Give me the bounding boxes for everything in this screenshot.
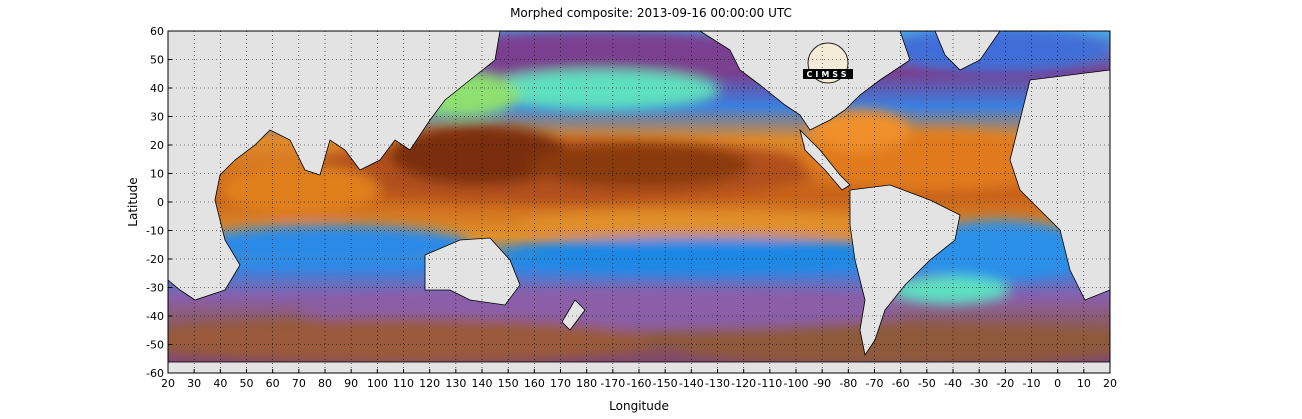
y-tick-label: 20 (150, 139, 164, 152)
x-tick-label: -80 (839, 377, 857, 390)
x-tick-label: 130 (445, 377, 466, 390)
y-tick-label: 40 (150, 82, 164, 95)
x-tick-label: -20 (996, 377, 1014, 390)
longitude-ticks: 20 30 40 50 60 70 80 90 100 110 120 130 140 150 160 170… (161, 369, 1117, 390)
y-tick-label: 10 (150, 168, 164, 181)
y-axis-label: Latitude (126, 177, 140, 226)
x-tick-label: 120 (419, 377, 440, 390)
x-tick-label: 90 (344, 377, 358, 390)
x-tick-label: 170 (550, 377, 571, 390)
y-tick-label: 50 (150, 54, 164, 67)
x-tick-label: -170 (600, 377, 625, 390)
x-tick-label: -100 (784, 377, 809, 390)
x-tick-label: 20 (1103, 377, 1117, 390)
y-tick-label: -40 (146, 310, 164, 323)
y-tick-label: 0 (157, 196, 164, 209)
x-tick-label: 110 (393, 377, 414, 390)
x-tick-label: -30 (970, 377, 988, 390)
y-tick-label: -10 (146, 225, 164, 238)
logo-text: CIMSS (807, 70, 850, 79)
x-tick-label: -110 (757, 377, 782, 390)
x-tick-label: 100 (367, 377, 388, 390)
x-tick-label: 0 (1054, 377, 1061, 390)
land-masses (168, 31, 1110, 373)
y-tick-label: 30 (150, 111, 164, 124)
y-tick-label: -20 (146, 253, 164, 266)
x-tick-label: 60 (266, 377, 280, 390)
x-tick-label: -160 (627, 377, 652, 390)
x-tick-label: 10 (1077, 377, 1091, 390)
x-tick-label: -130 (705, 377, 730, 390)
x-tick-label: -50 (918, 377, 936, 390)
x-tick-label: -40 (944, 377, 962, 390)
x-tick-label: -90 (813, 377, 831, 390)
cimss-logo: CIMSS (803, 42, 853, 84)
x-tick-label: 40 (213, 377, 227, 390)
x-axis-label: Longitude (609, 399, 669, 413)
x-tick-label: -140 (679, 377, 704, 390)
x-tick-label: 180 (576, 377, 597, 390)
x-tick-label: 80 (318, 377, 332, 390)
y-tick-label: -50 (146, 339, 164, 352)
x-tick-label: -10 (1023, 377, 1041, 390)
y-tick-label: -60 (146, 367, 164, 380)
x-tick-label: 150 (498, 377, 519, 390)
x-tick-label: -150 (653, 377, 678, 390)
y-tick-label: 60 (150, 25, 164, 38)
x-tick-label: -120 (731, 377, 756, 390)
x-tick-label: -60 (892, 377, 910, 390)
x-tick-label: 50 (240, 377, 254, 390)
x-tick-label: 30 (187, 377, 201, 390)
map-grid (168, 31, 1110, 373)
map-title: Morphed composite: 2013-09-16 00:00:00 U… (510, 6, 792, 20)
data-field (168, 31, 1110, 373)
y-tick-label: -30 (146, 282, 164, 295)
latitude-ticks: 60 50 40 30 20 10 0 -10 -20 -30 -40 -50 -60 (146, 25, 172, 380)
x-tick-label: 160 (524, 377, 545, 390)
x-tick-label: 70 (292, 377, 306, 390)
x-tick-label: 140 (472, 377, 493, 390)
x-tick-label: 20 (161, 377, 175, 390)
x-tick-label: -70 (866, 377, 884, 390)
